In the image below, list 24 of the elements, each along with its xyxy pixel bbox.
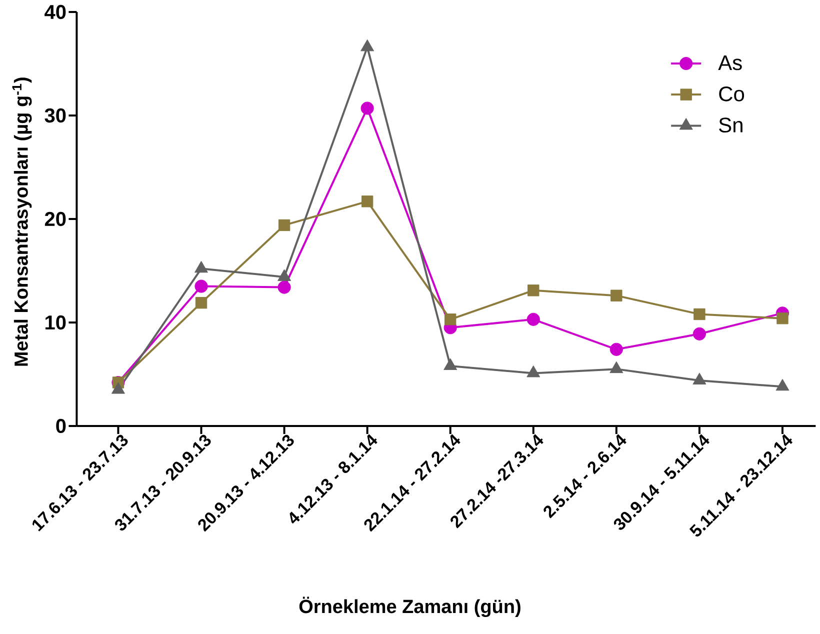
point	[610, 342, 623, 356]
y-tick-label: 0	[56, 418, 66, 434]
point	[776, 312, 788, 324]
point	[692, 327, 706, 340]
point	[278, 219, 290, 232]
y-tick-label: 40	[44, 4, 66, 20]
point	[278, 280, 291, 294]
legend-label: As	[718, 56, 742, 70]
point	[194, 280, 208, 293]
point	[610, 290, 622, 302]
point	[361, 196, 374, 208]
point	[526, 312, 540, 326]
x-axis-title: Örnekleme Zamanı (gün)	[299, 596, 520, 618]
point	[694, 308, 706, 320]
legend-label: Co	[719, 86, 744, 102]
y-tick-label: 10	[46, 315, 66, 330]
y-tick-label: 30	[44, 108, 66, 123]
point	[444, 314, 456, 326]
y-tick-label: 20	[44, 212, 66, 226]
legend-label: Sn	[719, 118, 742, 133]
point	[528, 284, 540, 296]
y-axis-title: Metal Konsantrasyonları (µg g$^{-1}$)	[12, 78, 32, 366]
point	[360, 102, 374, 115]
point	[195, 296, 208, 309]
